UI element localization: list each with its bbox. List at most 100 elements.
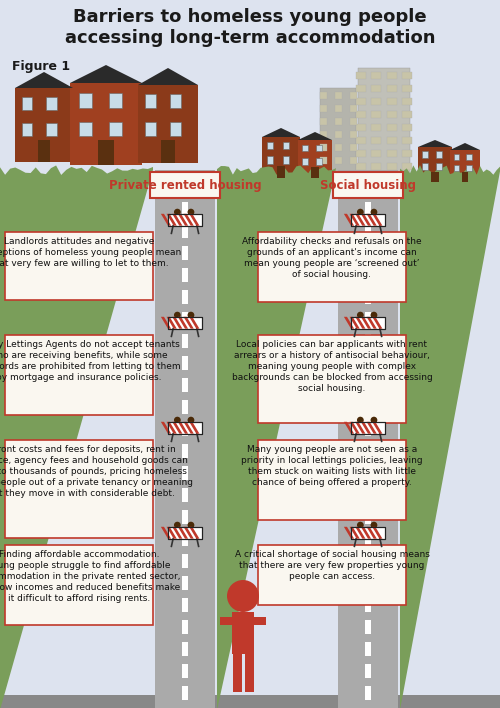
Polygon shape <box>172 316 182 329</box>
Circle shape <box>174 522 181 528</box>
Circle shape <box>188 417 194 423</box>
Bar <box>372 85 382 92</box>
Bar <box>168 214 202 226</box>
Circle shape <box>357 522 364 528</box>
Polygon shape <box>189 214 200 226</box>
Bar <box>351 527 385 539</box>
Text: Landlords attitudes and negative
perceptions of homeless young people mean
that : Landlords attitudes and negative percept… <box>0 237 181 268</box>
Polygon shape <box>350 422 360 434</box>
Polygon shape <box>361 527 371 539</box>
Bar <box>258 440 406 520</box>
Bar <box>350 118 356 125</box>
Bar <box>350 92 356 99</box>
Bar <box>182 334 188 348</box>
Polygon shape <box>450 143 480 150</box>
Bar <box>182 598 188 612</box>
Bar <box>402 150 412 157</box>
Bar <box>386 72 396 79</box>
Bar <box>168 316 202 329</box>
Bar <box>78 122 92 137</box>
Bar <box>365 444 371 458</box>
Bar <box>365 356 371 370</box>
Bar <box>262 137 300 178</box>
Bar <box>334 105 342 112</box>
Bar <box>182 642 188 656</box>
Bar <box>334 131 342 138</box>
Polygon shape <box>350 316 360 329</box>
Bar <box>182 356 188 370</box>
Bar <box>350 105 356 112</box>
Bar <box>372 528 376 535</box>
Bar <box>182 620 188 634</box>
Circle shape <box>357 209 364 215</box>
Bar <box>15 88 73 162</box>
Bar <box>168 527 202 539</box>
Bar <box>365 576 371 590</box>
Bar <box>182 532 188 546</box>
Bar <box>350 157 356 164</box>
Bar <box>365 466 371 480</box>
Bar <box>298 140 332 178</box>
Bar <box>365 422 371 436</box>
Bar <box>356 124 366 131</box>
Bar <box>351 214 385 226</box>
Polygon shape <box>344 527 354 539</box>
Bar <box>386 98 396 105</box>
Bar <box>22 122 32 136</box>
Polygon shape <box>217 166 336 708</box>
Bar <box>38 139 51 162</box>
Bar <box>78 93 92 108</box>
Bar <box>182 664 188 678</box>
Bar <box>175 215 180 222</box>
Bar <box>168 214 202 226</box>
Text: Social housing: Social housing <box>320 178 416 191</box>
Polygon shape <box>172 214 182 226</box>
Polygon shape <box>166 527 177 539</box>
Bar <box>365 268 371 282</box>
Polygon shape <box>0 166 153 708</box>
Bar <box>365 400 371 414</box>
Bar <box>46 97 57 110</box>
Polygon shape <box>361 214 371 226</box>
Bar <box>372 98 382 105</box>
Polygon shape <box>361 316 371 329</box>
Bar <box>5 335 153 415</box>
Bar <box>365 224 371 238</box>
Text: Private rented housing: Private rented housing <box>108 178 262 191</box>
Bar <box>145 122 156 136</box>
Bar <box>450 150 480 182</box>
Bar <box>402 163 412 170</box>
Bar <box>168 422 202 434</box>
Polygon shape <box>15 72 73 88</box>
Bar <box>358 528 362 535</box>
Bar <box>282 142 290 149</box>
Polygon shape <box>166 214 177 226</box>
Polygon shape <box>344 422 354 434</box>
Bar <box>402 72 412 79</box>
Bar <box>302 144 308 152</box>
Bar <box>320 131 326 138</box>
Bar <box>358 68 410 180</box>
Bar <box>356 85 366 92</box>
Polygon shape <box>178 214 188 226</box>
Polygon shape <box>70 65 142 83</box>
Polygon shape <box>178 527 188 539</box>
Bar <box>351 422 385 434</box>
Circle shape <box>370 522 378 528</box>
Polygon shape <box>361 422 371 434</box>
Bar <box>182 290 188 304</box>
Polygon shape <box>172 527 182 539</box>
Bar <box>358 215 362 222</box>
Text: Affordability checks and refusals on the
grounds of an applicant's income can
me: Affordability checks and refusals on the… <box>242 237 422 279</box>
Bar <box>170 122 181 136</box>
Bar <box>351 316 385 329</box>
Polygon shape <box>161 422 171 434</box>
Text: Barriers to homeless young people
accessing long-term accommodation: Barriers to homeless young people access… <box>65 8 435 47</box>
Circle shape <box>188 312 194 319</box>
Bar <box>432 171 438 182</box>
Bar <box>0 695 500 708</box>
Bar <box>436 152 442 157</box>
Text: Many Lettings Agents do not accept tenants
who are receiving benefits, while som: Many Lettings Agents do not accept tenan… <box>0 340 181 382</box>
Bar <box>182 378 188 392</box>
Bar <box>316 144 322 152</box>
